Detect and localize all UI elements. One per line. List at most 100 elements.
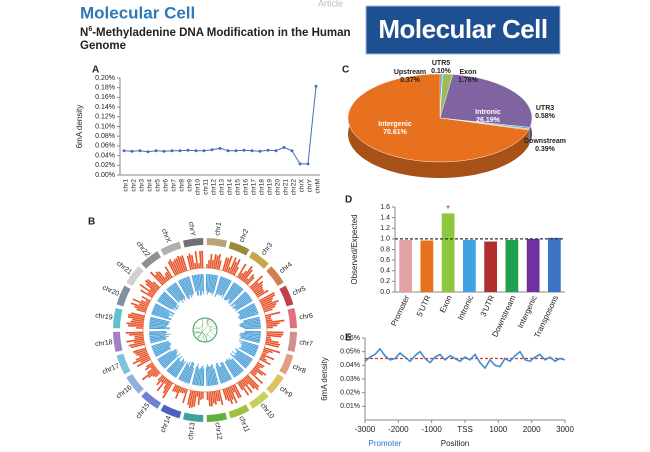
slice-value-label: 0.39%: [535, 146, 556, 153]
track-bar: [151, 341, 169, 349]
y-tick-label: 0.01%: [340, 403, 360, 410]
data-point: [282, 145, 286, 149]
x-tick-label: chrY: [307, 178, 314, 192]
x-tick-label: 3000: [556, 425, 574, 434]
track-bar: [226, 284, 239, 301]
x-tick-label: Intergenic: [516, 294, 539, 330]
chromosome-label: chr8: [291, 364, 306, 376]
track-bar: [218, 260, 222, 270]
track-bar: [194, 262, 197, 269]
track-bar: [160, 294, 179, 310]
chromosome-band: [287, 307, 297, 329]
track-bar: [253, 283, 263, 292]
track-bar: [132, 347, 146, 353]
track-bar: [260, 297, 274, 305]
track-bar: [162, 382, 173, 399]
track-bar: [255, 364, 261, 369]
track-bar: [202, 368, 205, 386]
y-tick-label: 0.0: [380, 289, 390, 296]
track-bar: [211, 259, 214, 269]
track-bar: [233, 295, 251, 309]
slice-side: [529, 127, 530, 145]
track-bar: [168, 286, 181, 301]
link: [193, 332, 213, 340]
track-bar: [231, 358, 244, 372]
title-part: N: [80, 27, 88, 39]
chromosome-band: [266, 266, 284, 287]
track-bar: [163, 353, 181, 369]
y-tick-label: 0.06%: [340, 335, 360, 342]
track-bar: [193, 363, 199, 386]
track-bar: [211, 364, 217, 385]
data-point: [226, 149, 230, 153]
track-bar: [149, 322, 168, 327]
track-bar: [181, 255, 188, 271]
track-bar: [210, 366, 214, 386]
track-bar: [228, 285, 241, 300]
chromosome-label: chr14: [160, 415, 173, 434]
track-bar: [196, 369, 200, 386]
x-tick-label: chr18: [259, 179, 266, 196]
track-bar: [175, 257, 183, 273]
track-bar: [182, 366, 190, 382]
y-tick-label: 0.05%: [340, 349, 360, 356]
track-bar: [249, 275, 263, 289]
track-bar: [169, 361, 181, 375]
track-bar: [145, 283, 157, 293]
y-tick-label: 1.4: [380, 214, 390, 221]
x-tick-label: Promoter: [389, 294, 411, 328]
track-bar: [245, 375, 259, 391]
track-bar: [233, 266, 240, 276]
chromosome-label: chr22: [135, 240, 151, 258]
x-tick-label: chr5: [155, 179, 162, 192]
x-tick-label: chr11: [203, 179, 210, 195]
data-point: [122, 149, 126, 153]
track-bar: [178, 362, 189, 380]
track-bar: [252, 280, 264, 291]
track-bar: [180, 279, 190, 298]
track-bar: [265, 339, 279, 344]
track-bar: [234, 299, 253, 312]
track-bar: [252, 369, 258, 374]
track-bar: [138, 352, 148, 358]
data-point: [194, 149, 198, 153]
track-bar: [228, 257, 237, 274]
track-bar: [266, 338, 272, 341]
track-bar: [234, 293, 249, 305]
chromosome-band: [206, 412, 228, 422]
track-bar: [140, 289, 153, 298]
x-tick-label: chr4: [147, 179, 154, 192]
chromosome-band: [141, 391, 162, 409]
track-bar: [241, 265, 253, 281]
track-bar: [186, 255, 192, 270]
track-bar: [173, 258, 181, 274]
track-bar: [231, 350, 250, 366]
track-bar: [130, 343, 145, 349]
track-bar: [149, 333, 171, 338]
track-bar: [193, 391, 197, 407]
track-bar: [197, 274, 202, 296]
track-bar: [188, 390, 194, 409]
chromosome-label: chr17: [101, 363, 120, 376]
slice-value-label: 70.61%: [383, 129, 408, 136]
data-point: [234, 149, 238, 153]
track-bar: [242, 341, 259, 349]
track-bar: [233, 384, 242, 398]
track-bar: [183, 361, 193, 383]
bar: [548, 237, 561, 292]
track-bar: [152, 342, 171, 350]
chromosome-label: chr16: [115, 384, 133, 400]
track-bar: [238, 310, 258, 319]
link: [196, 319, 212, 339]
track-bar: [207, 260, 210, 269]
track-bar: [154, 371, 161, 378]
track-bar: [227, 387, 234, 400]
track-bar: [153, 306, 170, 314]
track-bar: [149, 336, 169, 341]
track-bar: [196, 391, 199, 397]
track-bar: [229, 353, 247, 369]
y-axis-label: 6mA density: [320, 357, 329, 401]
track-bar: [213, 391, 217, 405]
track-bar: [138, 303, 148, 308]
